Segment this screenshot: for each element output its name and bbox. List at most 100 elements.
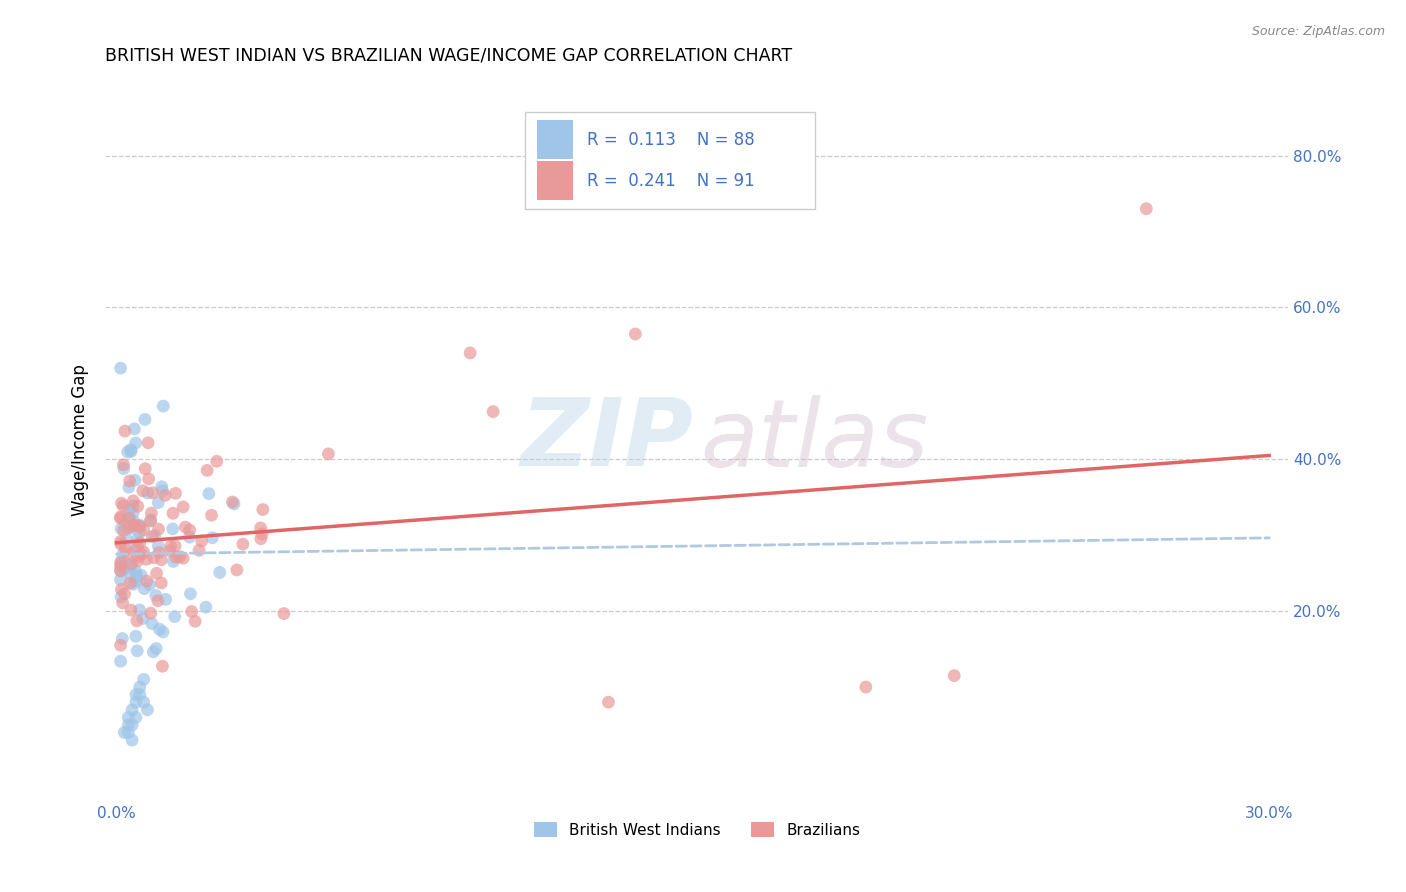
Point (194, 600, 217, 615)
Point (143, 528, 166, 542)
Point (188, 543, 211, 558)
Point (221, 495, 243, 509)
Point (142, 645, 165, 659)
Point (134, 462, 156, 476)
Point (127, 533, 149, 547)
Point (110, 564, 132, 578)
Point (150, 480, 173, 494)
Point (117, 445, 139, 459)
Point (132, 483, 155, 498)
Point (124, 473, 146, 487)
Point (179, 530, 201, 544)
Text: atlas: atlas (700, 395, 928, 486)
Point (121, 733, 143, 747)
Point (598, 695, 620, 709)
Point (127, 644, 149, 658)
Point (141, 506, 163, 520)
Point (136, 703, 159, 717)
Point (128, 535, 150, 549)
Point (128, 519, 150, 533)
Point (152, 624, 174, 639)
Point (120, 558, 142, 573)
Point (162, 506, 184, 520)
Point (125, 614, 148, 628)
Point (110, 582, 132, 597)
Point (132, 673, 155, 687)
Point (132, 523, 155, 537)
Point (114, 424, 136, 438)
Point (125, 571, 148, 585)
Point (139, 606, 162, 620)
Point (152, 483, 174, 498)
Point (132, 611, 155, 625)
Point (162, 522, 184, 536)
Point (225, 563, 247, 577)
Point (110, 573, 132, 587)
Point (127, 500, 149, 514)
Point (124, 541, 146, 555)
Point (132, 545, 155, 559)
Point (128, 688, 150, 702)
Point (122, 499, 145, 513)
Point (114, 587, 136, 601)
Point (179, 587, 201, 601)
Point (117, 718, 139, 732)
Point (114, 562, 136, 576)
Point (128, 525, 150, 540)
Point (118, 520, 141, 534)
Point (122, 494, 145, 508)
Point (117, 558, 139, 573)
Point (190, 533, 212, 548)
Point (136, 435, 159, 450)
Point (114, 515, 136, 529)
Point (201, 531, 224, 545)
Point (118, 502, 141, 516)
Point (252, 502, 274, 516)
FancyBboxPatch shape (537, 120, 572, 160)
Point (135, 552, 157, 566)
Point (122, 514, 145, 528)
Point (1135, 202, 1157, 216)
Point (110, 564, 132, 578)
Point (165, 550, 187, 565)
Point (179, 523, 201, 537)
Point (150, 576, 173, 591)
Point (172, 551, 194, 566)
Point (117, 510, 139, 524)
Point (184, 614, 207, 628)
Point (122, 506, 145, 520)
Point (165, 486, 187, 500)
Text: BRITISH WEST INDIAN VS BRAZILIAN WAGE/INCOME GAP CORRELATION CHART: BRITISH WEST INDIAN VS BRAZILIAN WAGE/IN… (105, 46, 793, 64)
Point (111, 596, 134, 610)
Point (482, 404, 505, 418)
Point (112, 524, 135, 538)
Point (145, 566, 167, 581)
Point (159, 540, 181, 554)
Point (120, 566, 142, 581)
Point (135, 574, 157, 588)
Point (118, 480, 141, 494)
Point (125, 567, 148, 582)
FancyBboxPatch shape (537, 161, 572, 201)
Point (152, 659, 174, 673)
Point (128, 603, 150, 617)
Point (110, 511, 132, 525)
Point (125, 436, 148, 450)
Point (148, 495, 170, 509)
Point (128, 680, 150, 694)
Point (138, 472, 160, 486)
Point (115, 532, 138, 546)
Point (152, 399, 174, 413)
Point (110, 534, 132, 549)
Point (232, 537, 254, 551)
Point (146, 594, 169, 608)
Point (124, 564, 146, 578)
Point (122, 521, 145, 535)
Point (148, 522, 170, 536)
Text: R =  0.113    N = 88: R = 0.113 N = 88 (586, 130, 755, 149)
Point (855, 680, 877, 694)
Point (111, 547, 134, 561)
Point (205, 454, 228, 468)
Point (250, 527, 273, 541)
Point (125, 710, 148, 724)
